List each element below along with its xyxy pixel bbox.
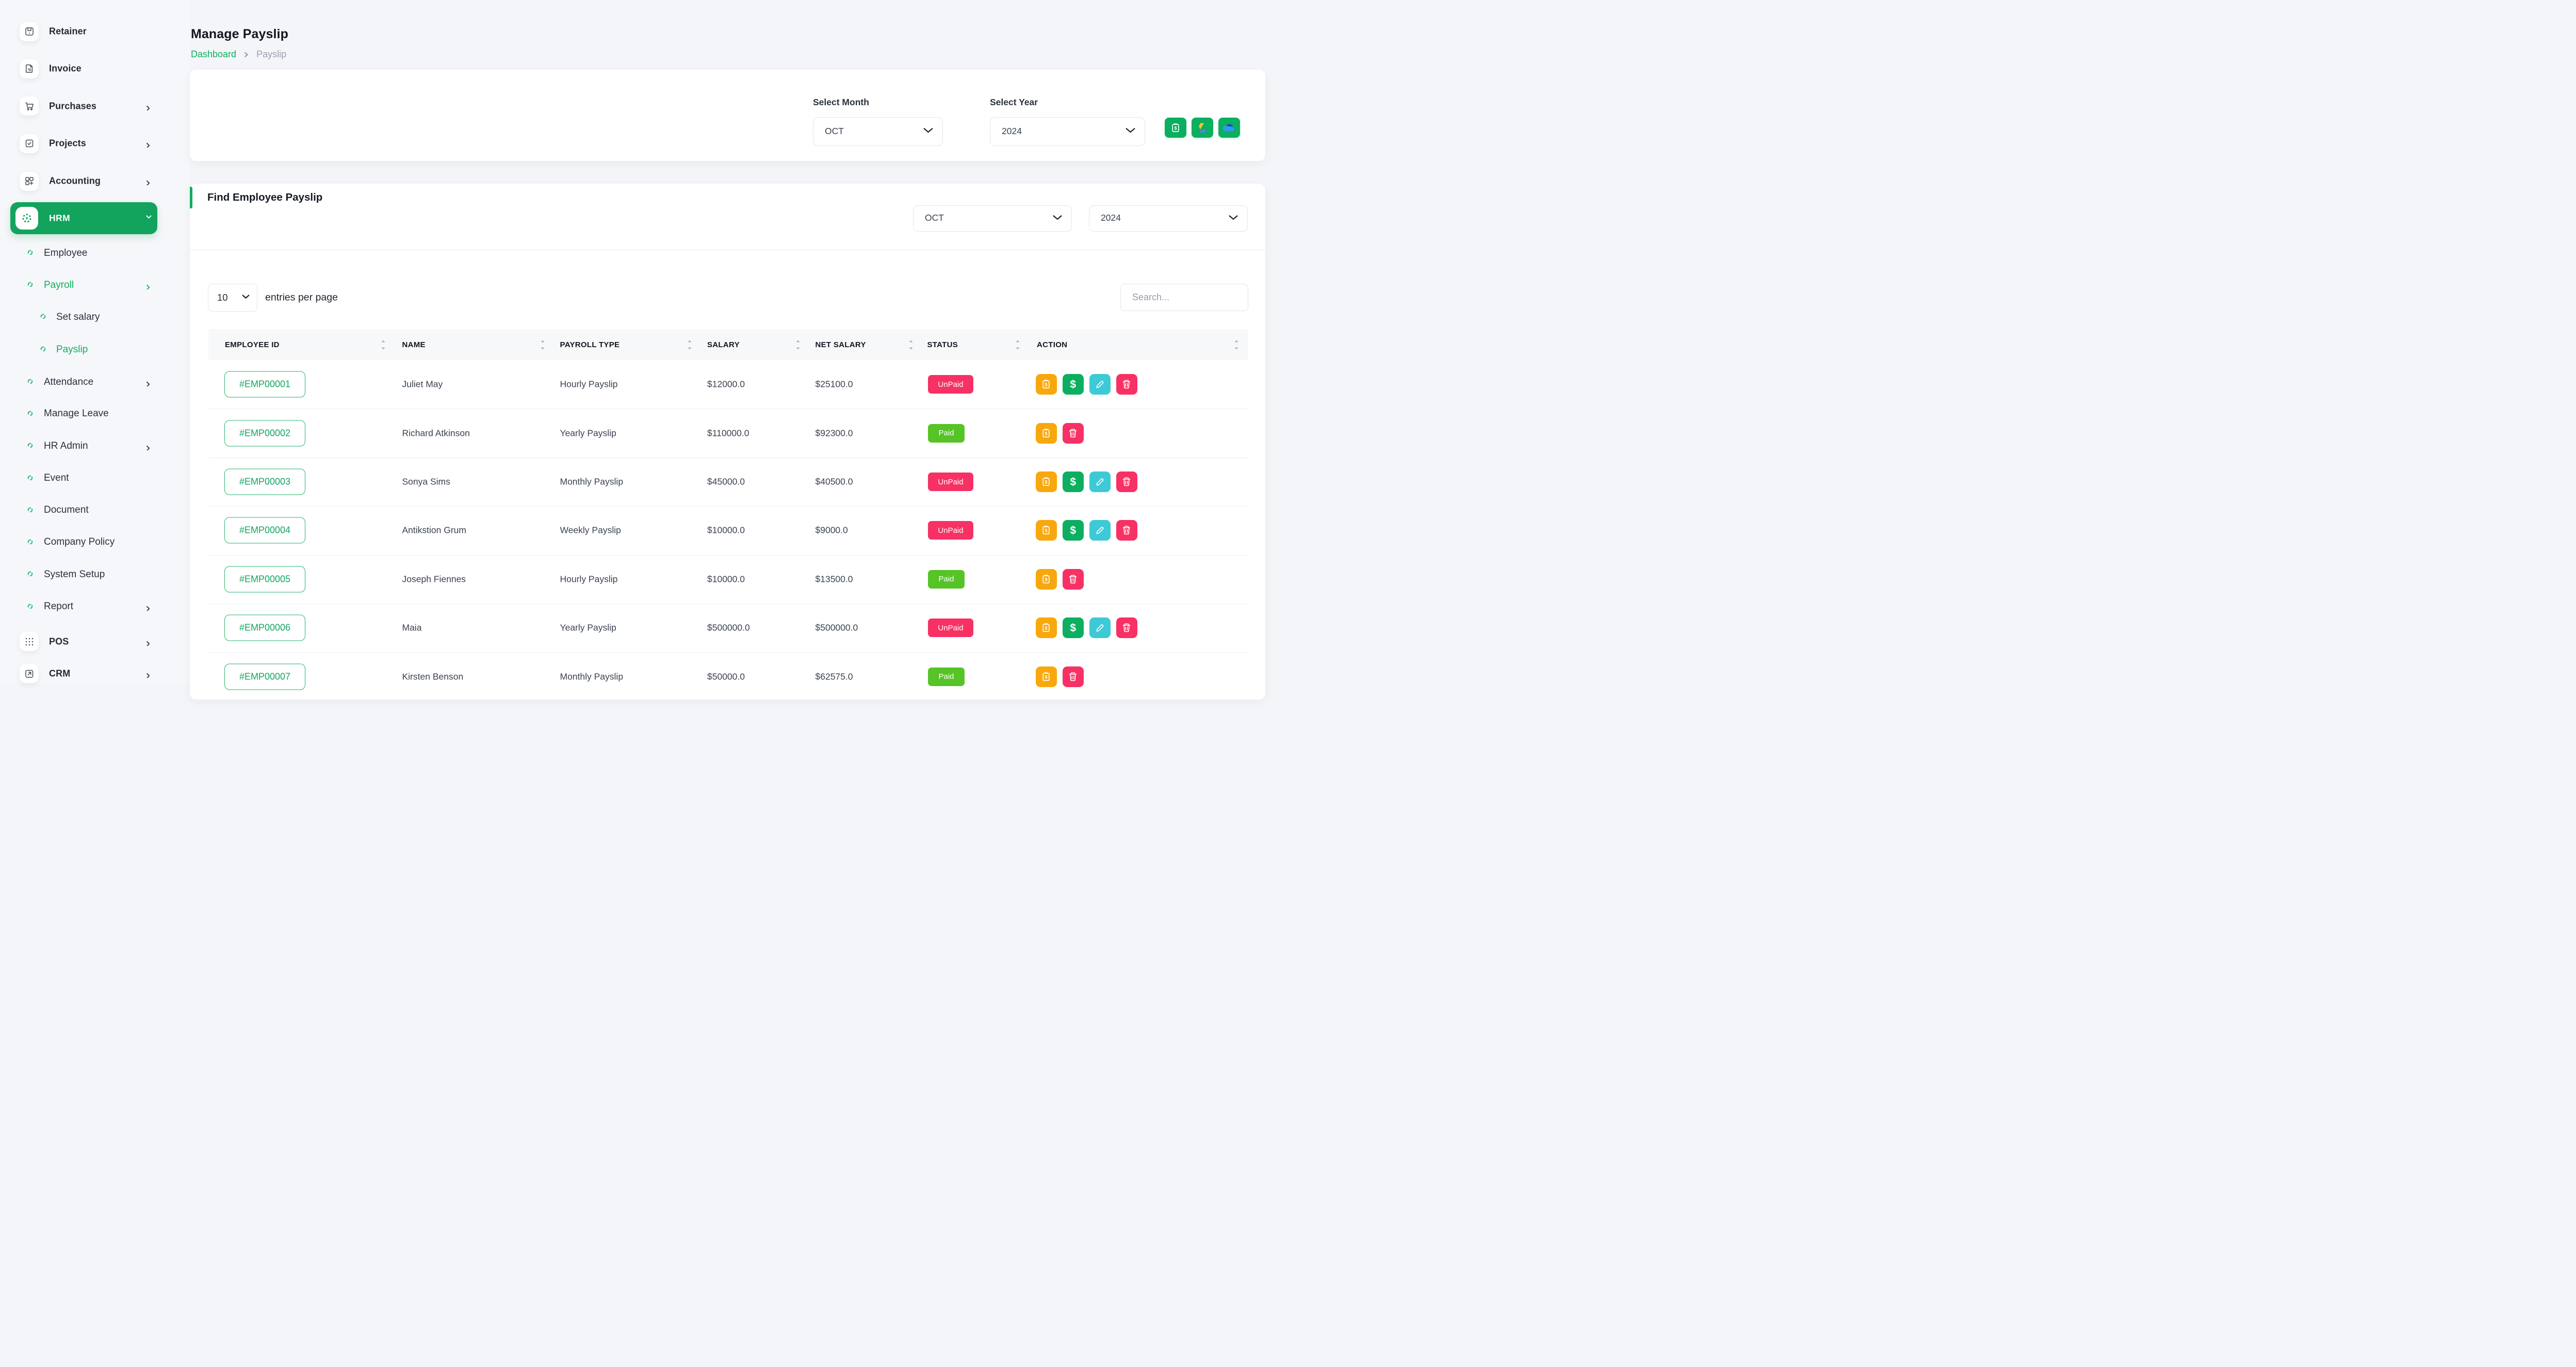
- svg-text:$: $: [1045, 674, 1048, 679]
- svg-text:$: $: [1174, 125, 1177, 131]
- svg-text:$: $: [1045, 577, 1048, 582]
- svg-text:$: $: [1045, 626, 1048, 631]
- svg-text:$: $: [1045, 528, 1048, 533]
- svg-text:$: $: [1045, 480, 1048, 485]
- svg-text:$: $: [1045, 382, 1048, 387]
- svg-text:$: $: [1045, 431, 1048, 436]
